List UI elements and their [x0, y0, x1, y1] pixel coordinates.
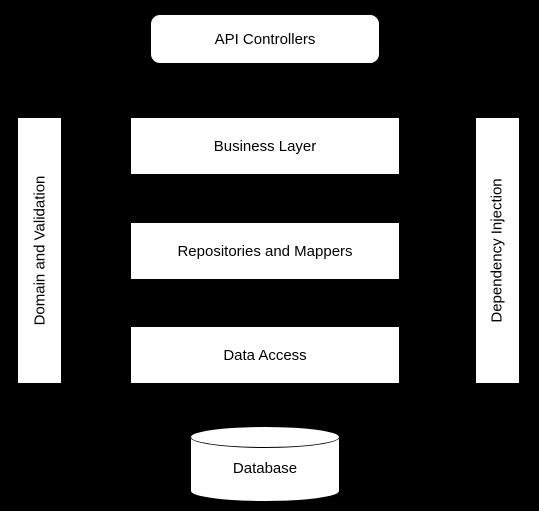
layer-repositories: Repositories and Mappers — [130, 222, 400, 280]
layer-data-access: Data Access — [130, 326, 400, 384]
sidebar-dependency-injection-label: Dependency Injection — [489, 178, 506, 322]
layer-api-controllers: API Controllers — [150, 14, 380, 64]
layer-business: Business Layer — [130, 117, 400, 175]
layer-repositories-label: Repositories and Mappers — [177, 243, 352, 260]
sidebar-domain-validation: Domain and Validation — [17, 117, 62, 384]
database-cylinder: Database — [190, 426, 340, 502]
layer-api-controllers-label: API Controllers — [215, 31, 316, 48]
layer-business-label: Business Layer — [214, 138, 317, 155]
sidebar-domain-validation-label: Domain and Validation — [31, 176, 48, 326]
layer-data-access-label: Data Access — [223, 347, 306, 364]
cylinder-top — [190, 426, 340, 448]
database-label: Database — [233, 460, 297, 477]
sidebar-dependency-injection: Dependency Injection — [475, 117, 520, 384]
